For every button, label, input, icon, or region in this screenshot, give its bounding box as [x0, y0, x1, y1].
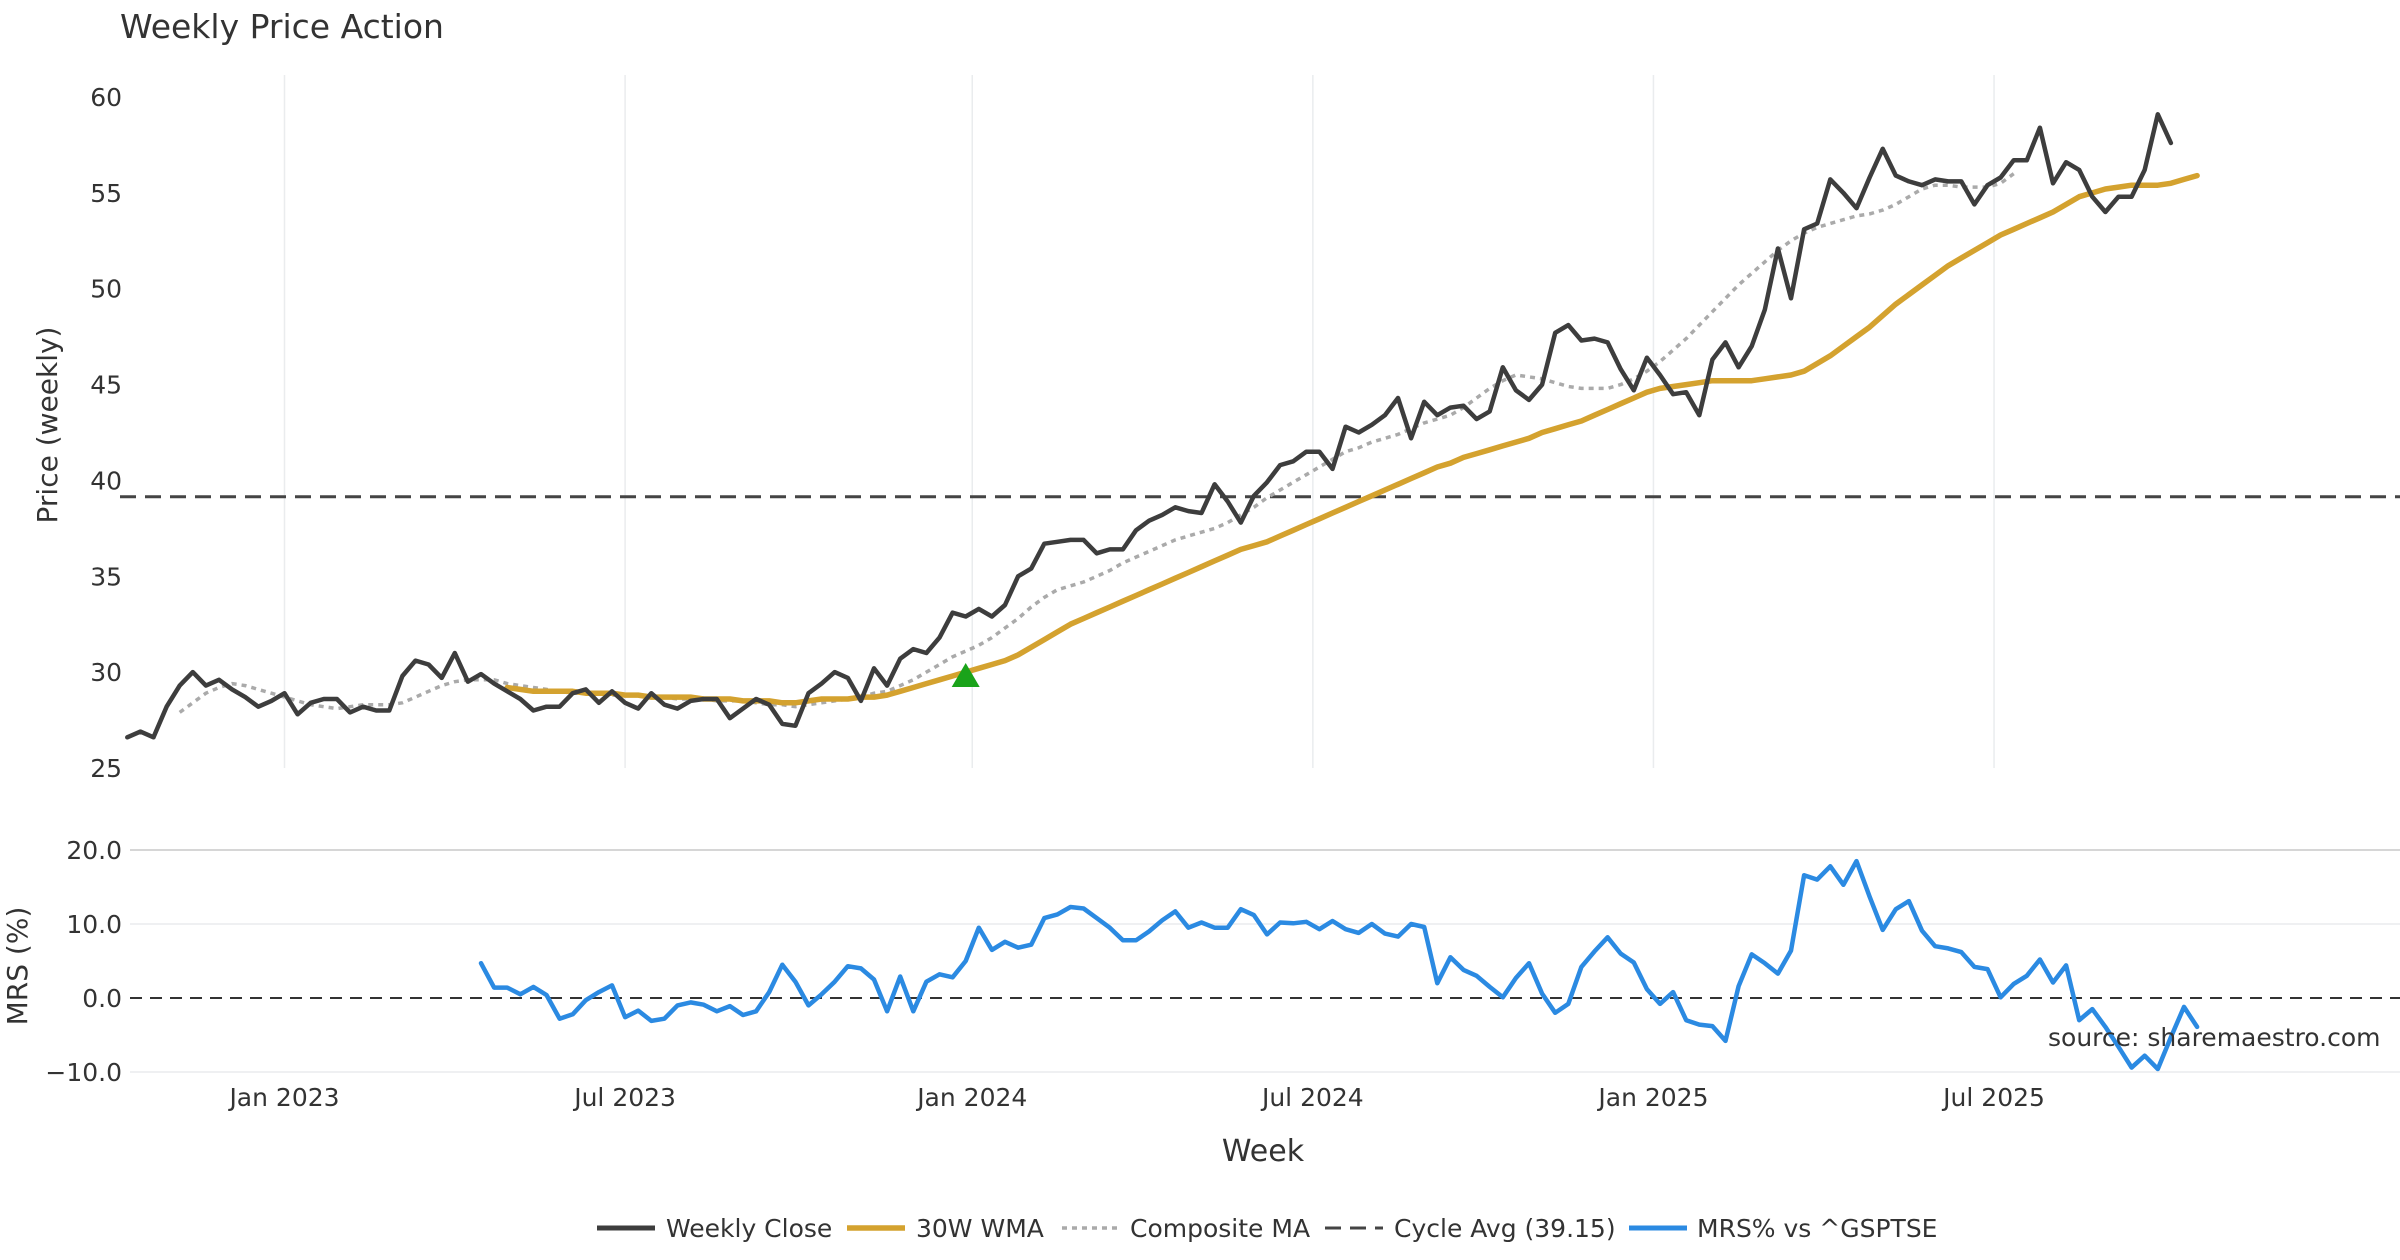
mrs-y-ticks: 20.0 10.0 0.0 −10.0 — [45, 836, 122, 1087]
legend-label-3: Cycle Avg (39.15) — [1394, 1214, 1616, 1243]
buy-signal-marker — [951, 662, 980, 687]
x-tick-4: Jan 2025 — [1596, 1083, 1708, 1112]
x-tick-5: Jul 2025 — [1941, 1083, 2045, 1112]
price-series — [120, 112, 2400, 740]
mrs-y-tick-2: 0.0 — [82, 984, 122, 1013]
chart-title: Weekly Price Action — [120, 7, 444, 46]
legend-label-1: 30W WMA — [916, 1214, 1044, 1243]
mrs-y-tick-1: 10.0 — [66, 910, 122, 939]
series-weekly-close — [125, 112, 2174, 740]
legend: Weekly Close 30W WMA Composite MA Cycle Avg… — [597, 1214, 1937, 1243]
legend-label-2: Composite MA — [1130, 1214, 1310, 1243]
price-y-tick-35: 35 — [90, 562, 122, 591]
x-tick-0: Jan 2023 — [227, 1083, 339, 1112]
series-mrs — [478, 858, 2200, 1072]
series-composite-ma — [178, 172, 2015, 714]
price-axis-label: Price (weekly) — [31, 327, 64, 524]
price-y-tick-40: 40 — [90, 466, 122, 495]
x-ticks: Jan 2023 Jul 2023 Jan 2024 Jul 2024 Jan 2025… — [227, 1083, 2044, 1112]
x-axis-label: Week — [1222, 1134, 1305, 1169]
series-30w-wma — [504, 172, 2200, 706]
legend-label-4: MRS% vs ^GSPTSE — [1697, 1214, 1937, 1243]
mrs-y-tick-3: −10.0 — [45, 1058, 122, 1087]
x-tick-2: Jan 2024 — [915, 1083, 1027, 1112]
price-y-tick-55: 55 — [90, 179, 122, 208]
price-grid — [283, 75, 1995, 768]
source-note: source: sharemaestro.com — [2048, 1023, 2381, 1052]
price-y-tick-45: 45 — [90, 371, 122, 400]
price-y-tick-60: 60 — [90, 83, 122, 112]
mrs-y-tick-0: 20.0 — [66, 836, 122, 865]
price-y-ticks: 25 30 35 40 45 50 55 60 — [90, 83, 122, 783]
price-y-tick-50: 50 — [90, 275, 122, 304]
mrs-series — [130, 858, 2400, 1072]
mrs-axis-label: MRS (%) — [1, 907, 34, 1026]
price-y-tick-30: 30 — [90, 658, 122, 687]
x-tick-1: Jul 2023 — [572, 1083, 676, 1112]
price-y-tick-25: 25 — [90, 754, 122, 783]
legend-label-0: Weekly Close — [666, 1214, 832, 1243]
x-tick-3: Jul 2024 — [1260, 1083, 1364, 1112]
